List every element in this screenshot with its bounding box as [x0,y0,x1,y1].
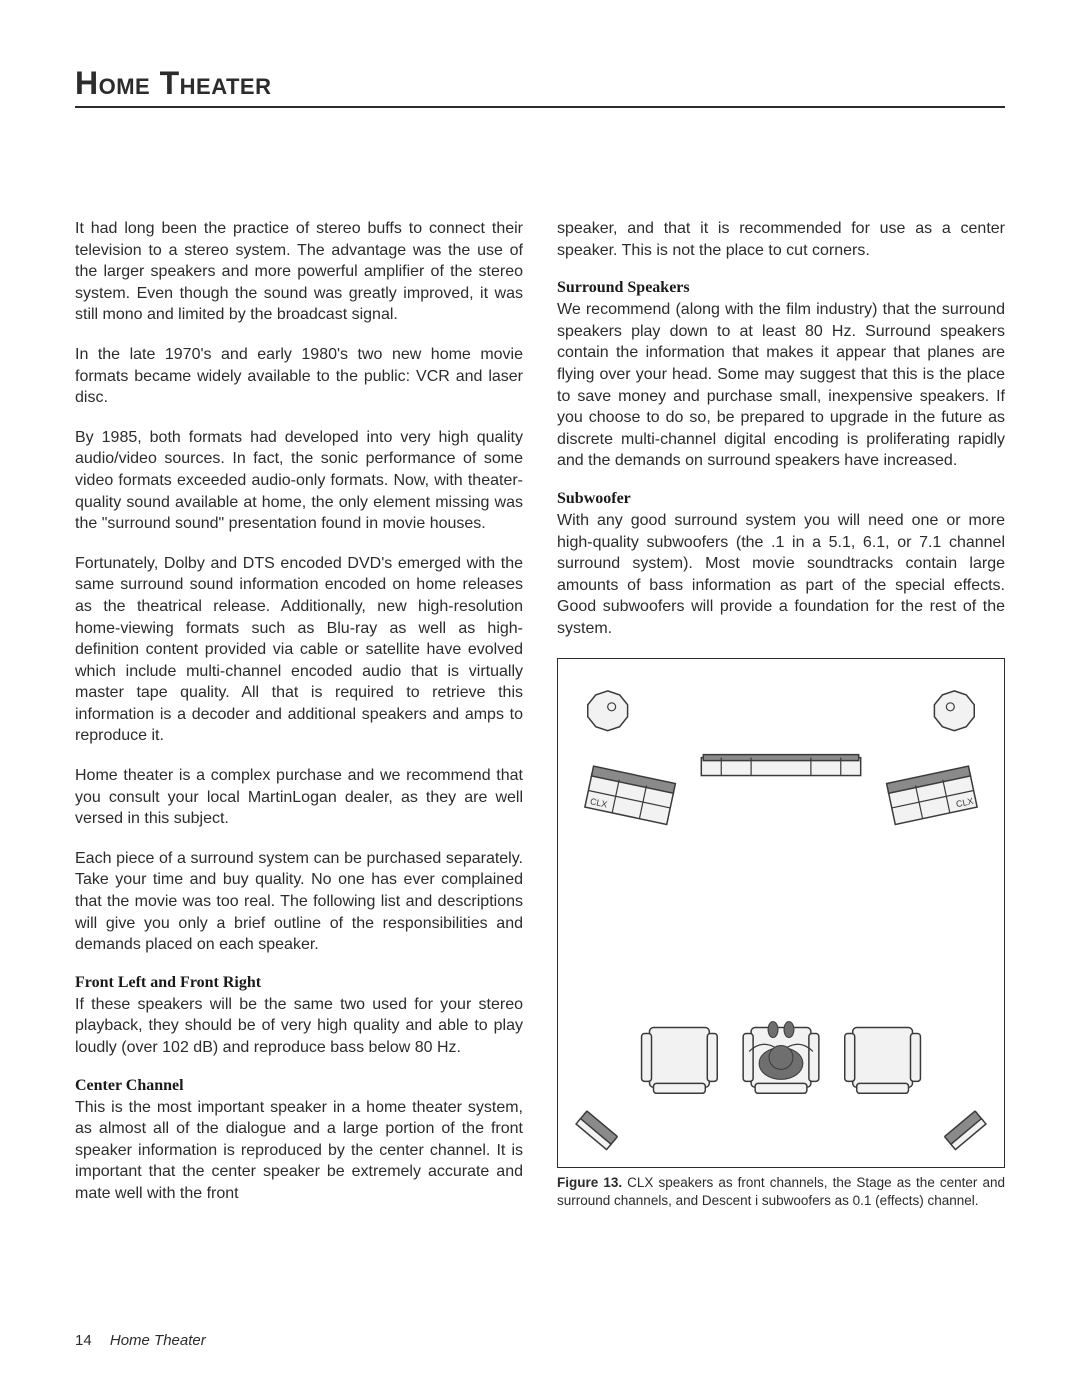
room-layout-svg: CLX CLX [558,659,1004,1167]
figure-number: Figure 13. [557,1175,622,1190]
figure-caption: Figure 13. CLX speakers as front channel… [557,1174,1005,1210]
left-column: It had long been the practice of stereo … [75,218,523,1210]
body-paragraph: Home theater is a complex purchase and w… [75,765,523,830]
body-paragraph: We recommend (along with the film indust… [557,299,1005,472]
subheading-front: Front Left and Front Right [75,974,523,992]
body-paragraph: If these speakers will be the same two u… [75,994,523,1059]
figure-caption-text: CLX speakers as front channels, the Stag… [557,1175,1005,1208]
body-paragraph: In the late 1970's and early 1980's two … [75,344,523,409]
subheading-surround: Surround Speakers [557,279,1005,297]
footer-section-name: Home Theater [110,1332,206,1349]
body-paragraph: Each piece of a surround system can be p… [75,848,523,956]
page-footer: 14 Home Theater [75,1332,206,1349]
subheading-center: Center Channel [75,1077,523,1095]
subheading-subwoofer: Subwoofer [557,490,1005,508]
body-paragraph: Fortunately, Dolby and DTS encoded DVD's… [75,553,523,747]
body-paragraph: By 1985, both formats had developed into… [75,427,523,535]
right-column: speaker, and that it is recommended for … [557,218,1005,1210]
figure-13-diagram: CLX CLX [557,658,1005,1168]
body-paragraph: With any good surround system you will n… [557,510,1005,640]
page-number: 14 [75,1332,92,1349]
body-paragraph: speaker, and that it is recommended for … [557,218,1005,261]
two-column-layout: It had long been the practice of stereo … [75,218,1005,1210]
page-title: Home Theater [75,65,1005,108]
body-paragraph: It had long been the practice of stereo … [75,218,523,326]
body-paragraph: This is the most important speaker in a … [75,1097,523,1205]
